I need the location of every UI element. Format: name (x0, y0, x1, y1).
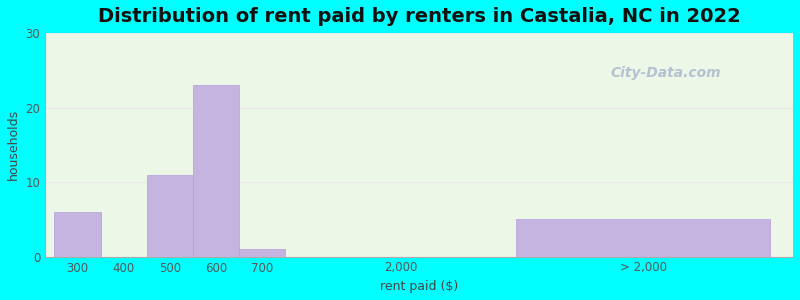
Bar (146, 175, 193, 256)
Title: Distribution of rent paid by renters in Castalia, NC in 2022: Distribution of rent paid by renters in … (98, 7, 741, 26)
Text: City-Data.com: City-Data.com (610, 66, 722, 80)
Bar (193, 85, 239, 256)
Bar (239, 249, 286, 256)
Y-axis label: households: households (7, 109, 20, 180)
Bar (516, 219, 770, 256)
Bar (54, 212, 101, 256)
X-axis label: rent paid ($): rent paid ($) (380, 280, 458, 293)
